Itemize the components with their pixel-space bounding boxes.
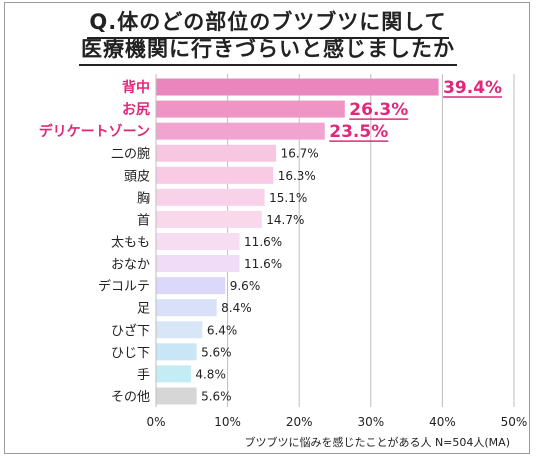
category-label: おなか <box>111 258 150 273</box>
bar <box>156 122 325 140</box>
category-label: デリケートゾーン <box>39 123 150 140</box>
data-label: 6.4% <box>207 323 238 337</box>
category-label: 首 <box>137 213 150 228</box>
category-label: 太もも <box>111 236 150 251</box>
bar <box>156 78 439 96</box>
data-label: 9.6% <box>230 279 261 293</box>
bar <box>156 321 203 339</box>
chart-title-line-2-text: 医療機関に行きづらいと感じましたか <box>79 33 457 66</box>
category-label: お尻 <box>122 102 150 118</box>
category-label: 手 <box>137 368 150 383</box>
category-label: ひじ下 <box>111 346 150 361</box>
bar <box>156 233 240 250</box>
data-label: 11.6% <box>244 257 282 271</box>
bar <box>156 277 226 295</box>
bar <box>156 166 274 184</box>
x-tick-label: 30% <box>357 415 384 429</box>
data-label: 16.3% <box>278 169 316 183</box>
data-label: 39.4% <box>443 78 502 98</box>
category-label: デコルテ <box>98 279 150 295</box>
chart-title-line-1-text: Q.体のどの部位のブツブツに関して <box>87 6 449 39</box>
data-label: 4.8% <box>195 367 226 381</box>
bar <box>156 255 240 273</box>
x-tick-label: 50% <box>501 415 528 429</box>
bar <box>156 387 197 405</box>
data-label: 26.3% <box>349 100 408 120</box>
data-label: 14.7% <box>266 213 304 227</box>
category-label: 足 <box>137 302 150 317</box>
bar <box>156 299 217 317</box>
data-label: 23.5% <box>329 122 388 142</box>
bar <box>156 144 277 162</box>
category-label: 二の腕 <box>111 146 150 162</box>
bar <box>156 365 191 383</box>
category-label: 背中 <box>122 79 150 96</box>
data-label: 5.6% <box>201 345 232 359</box>
data-label: 5.6% <box>201 389 232 403</box>
category-label: 胸 <box>137 191 150 206</box>
bar <box>156 343 197 361</box>
bar <box>156 210 262 228</box>
chart-title-line-2: 医療機関に行きづらいと感じましたか <box>0 33 536 66</box>
x-tick-label: 40% <box>429 415 456 429</box>
x-tick-label: 20% <box>286 415 313 429</box>
bar <box>156 188 265 206</box>
data-label: 15.1% <box>269 191 307 205</box>
data-label: 8.4% <box>221 301 252 315</box>
x-tick-label: 10% <box>214 415 241 429</box>
x-tick-label: 0% <box>146 415 165 429</box>
chart-note: ブツブツに悩みを感じたことがある人 N=504人(MA) <box>244 435 510 449</box>
data-label: 11.6% <box>244 235 282 249</box>
chart-title-line-1: Q.体のどの部位のブツブツに関して <box>0 6 536 39</box>
category-label: ひざ下 <box>111 323 150 339</box>
category-label: その他 <box>111 390 150 405</box>
bar <box>156 100 345 118</box>
category-label: 頭皮 <box>124 169 150 184</box>
data-label: 16.7% <box>281 147 319 161</box>
